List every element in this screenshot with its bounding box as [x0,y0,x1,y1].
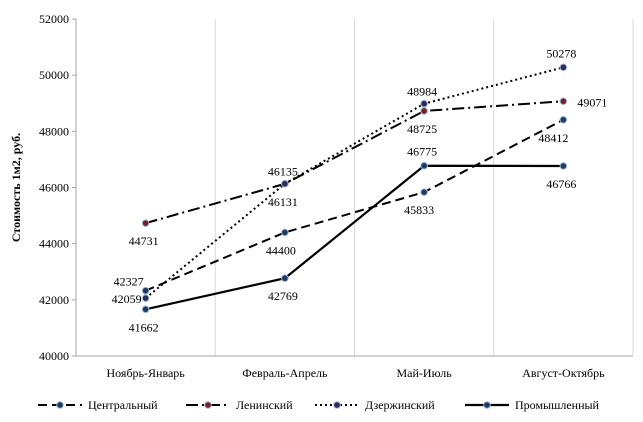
data-label: 42059 [112,292,142,306]
series-1-point [420,188,428,196]
x-tick-label: Май-Июль [397,366,453,380]
series-2-point [141,219,150,227]
y-axis: 40000 42000 44000 46000 48000 50000 52000 [39,12,77,363]
y-tick-label: 46000 [39,181,69,195]
series-1-point [281,228,289,237]
series-3-point [141,294,150,302]
series-line-1 [145,118,564,292]
data-label: 44400 [266,243,296,257]
series-3-point [281,179,289,188]
data-labels: 42327 44400 45833 48412 44731 46131 48725 49071… [112,46,608,334]
y-tick-label: 40000 [39,349,69,363]
data-label: 48725 [407,122,437,136]
series-1-point [141,286,150,295]
data-label: 46131 [268,195,298,209]
data-label: 42327 [114,275,144,289]
data-label: 45833 [404,203,434,217]
data-label: 42769 [268,289,298,303]
data-label: 48412 [538,131,568,145]
data-label: 46775 [407,145,437,159]
x-tick-label: Ноябрь-Январь [106,366,185,380]
series-4-point [420,161,428,170]
data-label: 48984 [407,85,437,99]
y-tick-label: 42000 [39,293,69,307]
legend-label-2: Ленинский [236,398,293,412]
legend: Центральный Ленинский Дзержинский Промышлен… [38,398,600,412]
y-axis-label: Стоимость 1м2, руб. [9,133,23,242]
data-label: 44731 [129,234,159,248]
series-line-3 [144,66,564,299]
series-1-point [559,115,568,124]
legend-marker-2 [204,401,212,409]
series-2-point [559,97,568,106]
data-label: 41662 [129,320,159,334]
series-line-2 [145,100,564,225]
series-4-point [281,274,289,283]
x-tick-label: Август-Октябрь [522,366,605,380]
legend-marker-4 [483,401,491,409]
x-axis: Ноябрь-Январь Февраль-Апрель Май-Июль Авгус… [76,355,633,380]
y-tick-label: 52000 [39,12,69,26]
series-line-4 [145,164,564,311]
y-tick-label: 50000 [39,68,69,82]
y-tick-label: 44000 [39,237,69,251]
series-3-point [420,99,428,108]
data-label: 50278 [546,46,576,60]
series-4-point [559,162,568,170]
series-2-point [420,107,428,115]
series-4-point [141,305,150,314]
data-label: 46135 [268,165,298,179]
legend-label-1: Центральный [88,398,158,412]
x-tick-label: Февраль-Апрель [242,366,328,380]
legend-marker-1 [56,401,64,409]
legend-label-4: Промышленный [515,398,600,412]
legend-marker-3 [333,401,341,409]
data-label: 46766 [546,177,576,191]
y-tick-label: 48000 [39,124,69,138]
data-label: 49071 [577,95,607,109]
legend-label-3: Дзержинский [365,398,435,412]
series-3-point [559,63,568,72]
series-layer [141,63,568,314]
